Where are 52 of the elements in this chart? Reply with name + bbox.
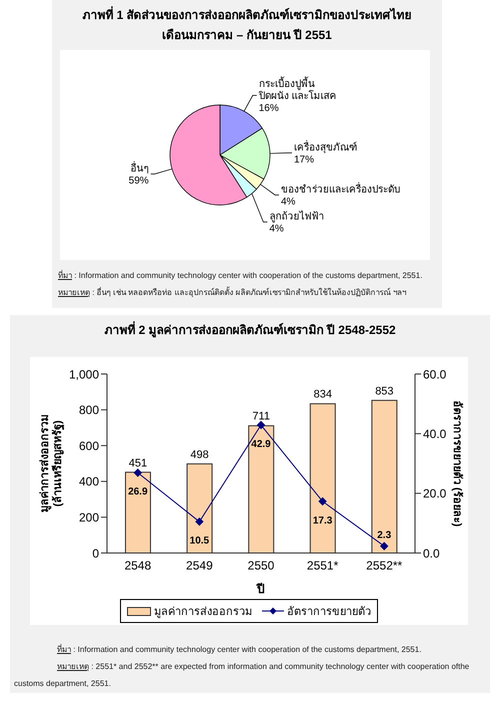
x-tick-label: 2550 xyxy=(248,558,275,573)
data-label: 4% xyxy=(269,224,284,235)
slice-label: อื่นๆ xyxy=(130,160,149,175)
y-tick-label: 200 xyxy=(78,510,100,524)
y-tick-label: 400 xyxy=(78,474,100,489)
slice-label: เครื่องสุขภัณฑ์ xyxy=(294,139,357,154)
y2-axis-title: อัตราการขยายตัว (ร้อยละ) xyxy=(451,400,464,528)
y-axis-title: มูลค่าการส่งออกรวม (ล้านเหรียญสหรัฐ) xyxy=(39,414,65,512)
data-label: 834 xyxy=(314,388,332,401)
x-tick-label: 2548 xyxy=(124,558,152,573)
data-label: 4% xyxy=(281,196,296,208)
text: ที่มา : Information and community technology center with cooperation of the customs department, 2551. xyxy=(58,269,424,282)
data-label: 10.5 xyxy=(190,536,210,547)
legend-label: อัตราการขยายตัว xyxy=(287,605,371,620)
point xyxy=(380,542,388,550)
slice-label: ของชำร่วยและเครื่องประดับ xyxy=(281,182,400,196)
y2-tick-label: 40.0 xyxy=(423,426,447,441)
data-label: 17% xyxy=(294,154,314,166)
text: หมายเหตุ : 2551* and 2552** are expected from information and community technology center with cooperation ofthe customs department, 2551. xyxy=(14,661,470,690)
text: ที่มา : Information and community technology center with cooperation of the customs department, 2551. xyxy=(56,643,422,656)
y2-tick-label: 60.0 xyxy=(423,367,447,382)
chart-title: ภาพที่ 1 สัดส่วนของการส่งออกผลิตภัณฑ์เซรามิกของประเทศไทย xyxy=(81,5,413,24)
data-label: 17.3 xyxy=(312,515,333,526)
point xyxy=(134,468,142,477)
chart-title: ภาพที่ 2 มูลค่าการส่งออกผลิตภัณฑ์เซรามิก ปี 2548-2552 xyxy=(103,320,397,340)
x-tick-label: 2549 xyxy=(186,558,214,573)
slice-label: ลูกถ้วยไฟฟ้า xyxy=(269,210,324,223)
data-label: 59% xyxy=(128,176,149,187)
data-label: 853 xyxy=(375,385,394,398)
y-tick-label: 800 xyxy=(78,403,100,418)
data-label: 451 xyxy=(128,457,148,470)
slice-label: กระเบื้องปูพื้น ปิดผนัง และโมเสค xyxy=(258,76,337,102)
chart-subtitle: เดือนมกราคม – กันยายน ปี 2551 xyxy=(161,27,333,44)
data-label: 2.3 xyxy=(377,530,392,542)
data-label: 711 xyxy=(252,410,270,423)
y-tick-label: 1,000 xyxy=(68,367,100,382)
y-tick-label: 600 xyxy=(78,438,100,453)
data-label: 42.9 xyxy=(251,439,272,450)
y-tick-label: 0 xyxy=(92,546,100,560)
text: หมายเหตุ : อื่นๆ เช่น หลอดหรือท่อ และอุปกรณ์ติดตั้ง ผลิตภัณฑ์เซรามิกสำหรับใช้ในห้องปฏิบัติการณ์ ฯลฯ xyxy=(58,286,407,300)
x-tick-label: 2552** xyxy=(366,558,403,573)
point xyxy=(257,421,265,430)
y2-tick-label: 0.0 xyxy=(423,546,440,560)
legend-label: มูลค่าการส่งออกรวม xyxy=(154,605,252,620)
point xyxy=(195,518,204,526)
x-axis-title: ปี xyxy=(256,582,265,596)
data-label: 26.9 xyxy=(128,486,148,498)
point xyxy=(318,497,327,506)
data-label: 16% xyxy=(258,103,279,114)
data-label: 498 xyxy=(190,448,209,461)
y2-tick-label: 20.0 xyxy=(423,486,447,501)
x-tick-label: 2551* xyxy=(306,558,339,573)
